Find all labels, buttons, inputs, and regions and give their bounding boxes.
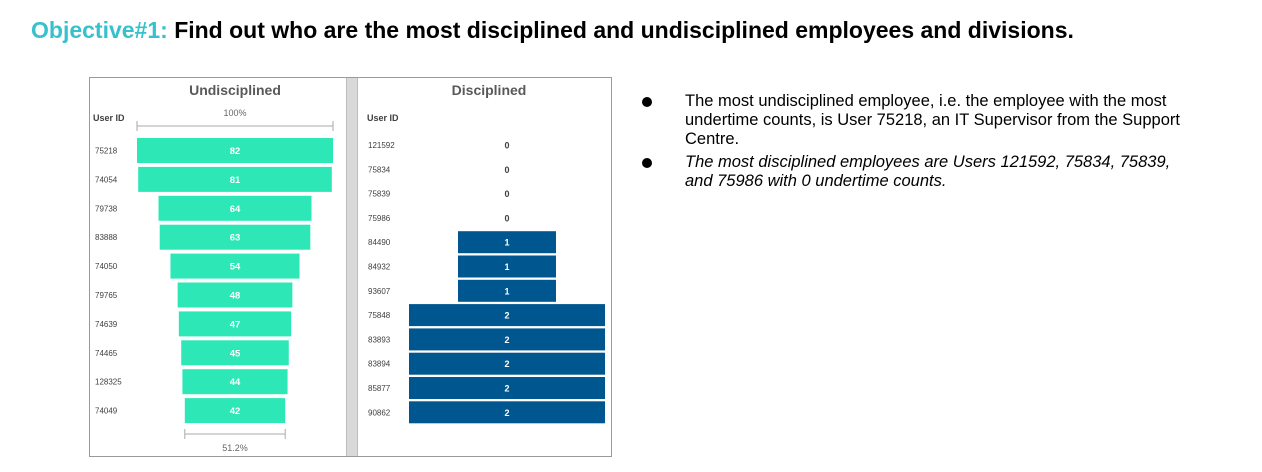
- funnel-bar: [409, 401, 605, 424]
- category-label: 79738: [95, 204, 118, 213]
- slide-title: Objective#1: Find out who are the most d…: [31, 17, 1074, 44]
- bar-value-label: 0: [504, 213, 509, 223]
- category-label: 93607: [368, 287, 391, 296]
- funnel-bar: [170, 253, 300, 279]
- category-label: 75839: [368, 190, 391, 199]
- chart-divider: [346, 78, 358, 456]
- funnel-bar: [177, 282, 293, 308]
- funnel-bar: [182, 369, 288, 395]
- funnel-bar: [409, 377, 605, 399]
- objective-text: Find out who are the most disciplined an…: [174, 17, 1074, 43]
- funnel-bar: [137, 138, 333, 163]
- axis-label: User ID: [367, 113, 399, 123]
- category-label: 84932: [368, 263, 391, 272]
- bar-value-label: 0: [504, 141, 509, 151]
- funnel-bar: [458, 231, 556, 254]
- funnel-bar: [409, 352, 605, 375]
- notes-panel: The most undisciplined employee, i.e. th…: [640, 92, 1200, 195]
- bar-value-label: 1: [504, 286, 509, 296]
- bar-value-label: 44: [230, 377, 241, 388]
- chart-title: Undisciplined: [189, 82, 281, 98]
- funnel-bar: [178, 311, 292, 337]
- bar-value-label: 2: [504, 408, 509, 418]
- category-label: 75848: [368, 311, 391, 320]
- bar-value-label: 1: [504, 238, 509, 248]
- chart-title: Disciplined: [452, 82, 527, 98]
- bar-value-label: 2: [504, 311, 509, 321]
- bar-value-label: 0: [504, 165, 509, 175]
- funnel-bar: [181, 340, 289, 366]
- category-label: 74049: [95, 407, 118, 416]
- bar-value-label: 82: [230, 146, 241, 157]
- bar-value-label: 47: [230, 319, 241, 330]
- funnel-bar: [458, 279, 556, 302]
- category-label: 128325: [95, 378, 122, 387]
- bar-value-label: 64: [230, 204, 241, 215]
- bottom-percent-label: 51.2%: [222, 443, 248, 453]
- bullet-icon: [642, 158, 652, 168]
- funnel-bar: [458, 255, 556, 278]
- bar-value-label: 45: [230, 348, 241, 359]
- funnel-bar: [158, 195, 312, 221]
- category-label: 74050: [95, 262, 118, 271]
- category-label: 75986: [368, 214, 391, 223]
- bar-value-label: 1: [504, 262, 509, 272]
- top-percent-label: 100%: [223, 108, 246, 118]
- bar-value-label: 48: [230, 291, 241, 302]
- bar-value-label: 81: [230, 175, 241, 186]
- note-disciplined: The most disciplined employees are Users…: [640, 153, 1200, 191]
- category-label: 74639: [95, 320, 118, 329]
- bar-value-label: 63: [230, 233, 241, 244]
- bullet-icon: [642, 97, 652, 107]
- funnel-bar: [138, 166, 332, 192]
- category-label: 75834: [368, 165, 391, 174]
- note-text: The most undisciplined employee, i.e. th…: [685, 92, 1180, 148]
- bar-value-label: 2: [504, 384, 509, 394]
- category-label: 74054: [95, 175, 118, 184]
- funnel-bar: [409, 304, 605, 327]
- category-label: 83894: [368, 360, 391, 369]
- funnel-bar: [159, 224, 311, 250]
- objective-label: Objective#1:: [31, 17, 168, 43]
- category-label: 79765: [95, 291, 118, 300]
- category-label: 84490: [368, 238, 391, 247]
- bar-value-label: 0: [504, 189, 509, 199]
- axis-label: User ID: [93, 113, 125, 123]
- funnel-bar: [409, 328, 605, 351]
- category-label: 83893: [368, 335, 391, 344]
- category-label: 121592: [368, 141, 395, 150]
- bar-value-label: 2: [504, 359, 509, 369]
- category-label: 85877: [368, 384, 391, 393]
- category-label: 83888: [95, 233, 118, 242]
- note-text: The most disciplined employees are Users…: [685, 153, 1171, 190]
- funnel-bar: [184, 398, 286, 424]
- bar-value-label: 2: [504, 335, 509, 345]
- category-label: 74465: [95, 349, 118, 358]
- bar-value-label: 54: [230, 262, 241, 273]
- category-label: 75218: [95, 147, 118, 156]
- bar-value-label: 42: [230, 406, 241, 417]
- note-undisciplined: The most undisciplined employee, i.e. th…: [640, 92, 1200, 149]
- category-label: 90862: [368, 408, 391, 417]
